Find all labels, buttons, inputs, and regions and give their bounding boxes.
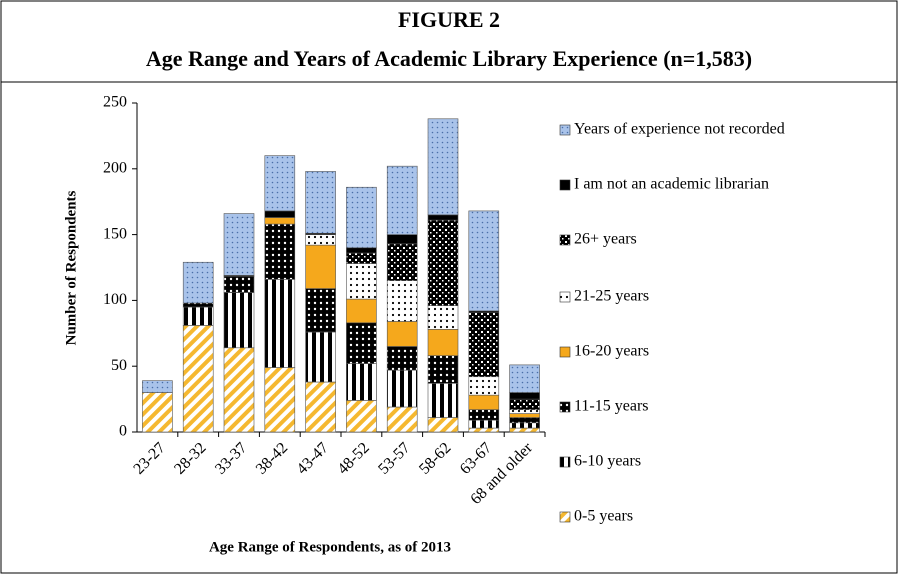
bar-segment (468, 311, 500, 378)
legend-label: 21-25 years (574, 288, 649, 305)
bar-segment (386, 346, 418, 371)
legend-swatch (559, 401, 571, 413)
x-tick-label: 63-67 (457, 439, 495, 477)
bar-segment (386, 234, 418, 245)
bar-segment (427, 214, 459, 221)
bar-segment (427, 355, 459, 384)
legend-swatch (559, 346, 571, 358)
legend-label: 0-5 years (574, 508, 633, 525)
legend-label: 11-15 years (574, 398, 649, 415)
legend-label: 16-20 years (574, 343, 649, 360)
y-tick-label: 100 (103, 291, 127, 308)
bar-segment (346, 400, 377, 433)
bar-segment (305, 244, 336, 289)
bar-segment (264, 155, 296, 212)
bar-segment (509, 398, 540, 410)
bar-segment (346, 247, 377, 254)
x-tick-label: 48-52 (334, 439, 372, 477)
legend-swatch (559, 124, 571, 136)
bar-segment (427, 118, 459, 216)
bar-segment (264, 223, 296, 280)
bar-segment (264, 367, 296, 433)
legend-swatch (559, 234, 571, 246)
y-tick-label: 150 (103, 225, 127, 242)
bar-segment (305, 381, 336, 433)
bar-segment (386, 280, 418, 322)
bar-segment (468, 210, 500, 312)
x-tick-label: 38-42 (253, 439, 291, 477)
bar-segment (509, 409, 540, 414)
legend-swatch (559, 456, 571, 468)
bar-segment (427, 417, 459, 433)
bar-segment (182, 261, 214, 304)
x-tick-label: 53-57 (375, 439, 413, 477)
bar-segment (142, 392, 173, 433)
bar-segment (386, 165, 418, 235)
legend-swatch (559, 291, 571, 303)
x-tick-label: 23-27 (130, 439, 168, 477)
y-tick-label: 200 (103, 159, 127, 176)
legend-swatch (559, 511, 571, 523)
bar-segment (468, 409, 500, 421)
bar-segment (346, 186, 377, 249)
bar-segment (468, 376, 500, 396)
bar-segment (346, 298, 377, 324)
bar-segment (223, 276, 255, 293)
y-tick-label: 0 (119, 423, 127, 440)
bar-segment (509, 364, 540, 393)
bar-segment (305, 288, 336, 333)
y-tick-label: 250 (103, 94, 127, 111)
bar-segment (386, 321, 418, 347)
x-tick-label: 58-62 (416, 439, 454, 477)
bar-segment (223, 347, 255, 433)
bar-segment (427, 305, 459, 330)
x-tick-label: 43-47 (294, 439, 332, 477)
chart-subtitle: Age Range and Years of Academic Library … (146, 46, 752, 71)
bar-segment (223, 213, 255, 276)
legend-label: I am not an academic librarian (574, 176, 769, 193)
bar-segment (305, 171, 336, 234)
x-tick-label: 33-37 (212, 439, 250, 477)
bar-segment (509, 422, 540, 429)
bar-segment (427, 219, 459, 306)
bar-segment (346, 252, 377, 264)
bar-segment (264, 217, 296, 225)
bar-segment (427, 383, 459, 418)
bar-segment (182, 325, 214, 433)
bar-segment (509, 427, 540, 433)
chart-title: FIGURE 2 (398, 7, 500, 32)
bar-segment (182, 306, 214, 326)
bar-segment (386, 243, 418, 281)
legend-label: 6-10 years (574, 453, 641, 470)
bar-segment (386, 369, 418, 408)
bar-segment (346, 263, 377, 300)
y-axis-label: Number of Respondents (63, 190, 79, 345)
bar-segment (182, 302, 214, 308)
x-axis-label: Age Range of Respondents, as of 2013 (209, 539, 451, 555)
legend-label: Years of experience not recorded (574, 121, 785, 138)
bar-segment (509, 417, 540, 424)
bar-segment (346, 322, 377, 364)
y-tick-label: 50 (111, 357, 127, 374)
bar-segment (223, 292, 255, 349)
bar-segment (305, 234, 336, 246)
bar-segment (264, 279, 296, 368)
bar-segment (468, 427, 500, 433)
bar-segment (264, 210, 296, 218)
x-tick-label: 28-32 (171, 439, 209, 477)
bar-segment (427, 329, 459, 356)
bar-segment (142, 380, 173, 393)
bar-segment (346, 363, 377, 401)
bar-segment (386, 406, 418, 433)
bar-segment (468, 419, 500, 429)
bar-segment (305, 331, 336, 383)
legend-swatch (559, 179, 571, 191)
bar-segment (468, 394, 500, 410)
legend-label: 26+ years (574, 231, 637, 248)
bar-segment (509, 413, 540, 418)
bar-segment (509, 392, 540, 400)
